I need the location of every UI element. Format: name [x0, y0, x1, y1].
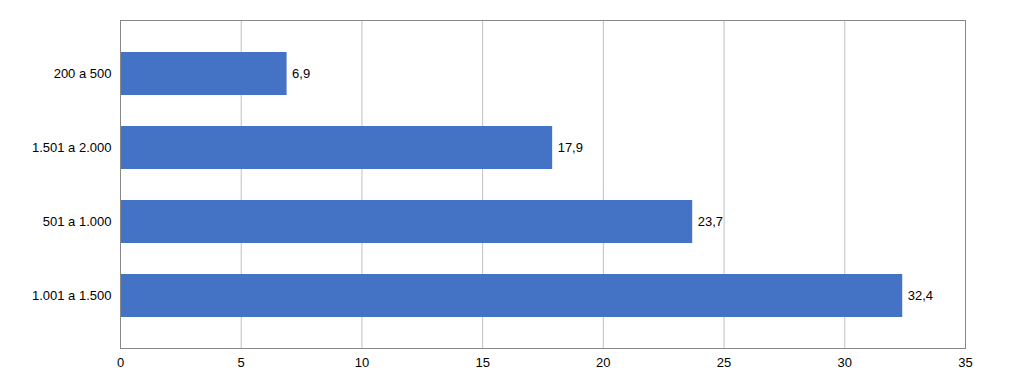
svg-text:35: 35	[958, 355, 972, 370]
svg-text:15: 15	[475, 355, 489, 370]
svg-text:5: 5	[238, 355, 245, 370]
svg-text:30: 30	[838, 355, 852, 370]
svg-text:23,7: 23,7	[698, 214, 723, 229]
svg-text:1.001 a 1.500: 1.001 a 1.500	[32, 288, 112, 303]
svg-text:17,9: 17,9	[558, 140, 583, 155]
svg-text:200 a 500: 200 a 500	[54, 66, 112, 81]
svg-text:1.501 a 2.000: 1.501 a 2.000	[32, 140, 112, 155]
svg-text:6,9: 6,9	[292, 66, 310, 81]
svg-text:32,4: 32,4	[908, 288, 933, 303]
svg-text:25: 25	[717, 355, 731, 370]
svg-text:20: 20	[596, 355, 610, 370]
svg-text:0: 0	[117, 355, 124, 370]
svg-text:10: 10	[355, 355, 369, 370]
svg-text:501 a 1.000: 501 a 1.000	[43, 214, 112, 229]
